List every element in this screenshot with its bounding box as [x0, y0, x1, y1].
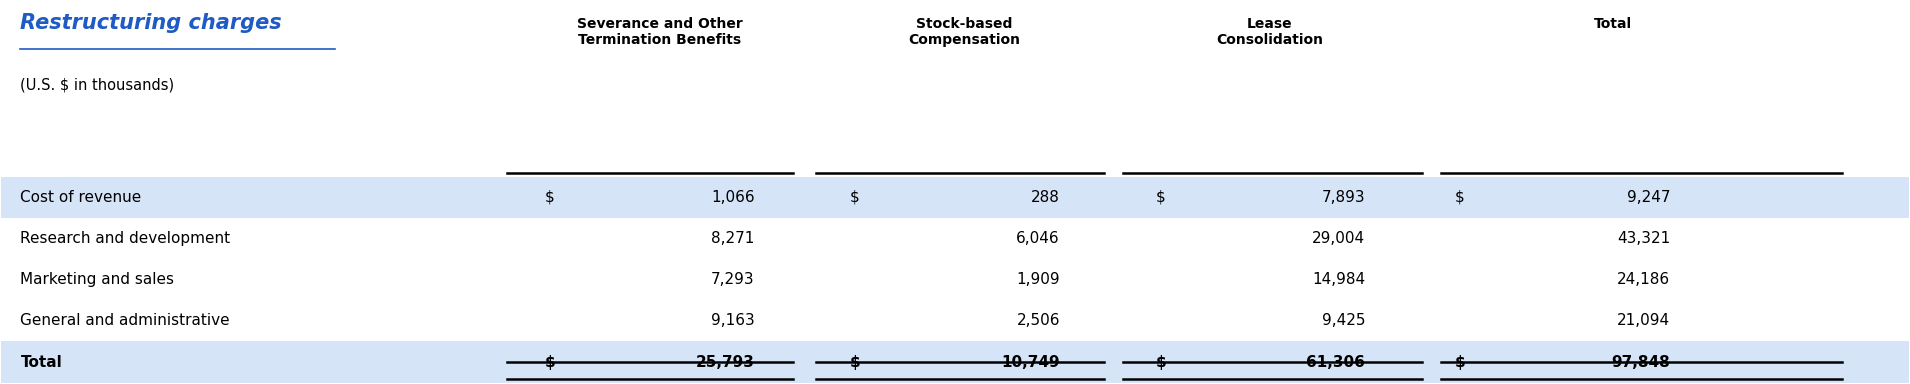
Text: 29,004: 29,004: [1312, 231, 1366, 246]
Text: 1,066: 1,066: [711, 190, 754, 205]
Text: $: $: [1156, 354, 1165, 369]
Text: 6,046: 6,046: [1016, 231, 1060, 246]
Text: 7,893: 7,893: [1322, 190, 1366, 205]
Text: 25,793: 25,793: [695, 354, 754, 369]
Text: 9,425: 9,425: [1322, 313, 1366, 328]
Text: $: $: [1455, 354, 1465, 369]
Text: Lease
Consolidation: Lease Consolidation: [1217, 17, 1324, 47]
Text: Cost of revenue: Cost of revenue: [21, 190, 141, 205]
Text: 24,186: 24,186: [1618, 272, 1669, 287]
Text: 1,909: 1,909: [1016, 272, 1060, 287]
Text: 21,094: 21,094: [1618, 313, 1669, 328]
Text: $: $: [544, 354, 556, 369]
Text: 7,293: 7,293: [711, 272, 754, 287]
Text: 9,163: 9,163: [711, 313, 754, 328]
Text: Severance and Other
Termination Benefits: Severance and Other Termination Benefits: [577, 17, 743, 47]
Text: 8,271: 8,271: [711, 231, 754, 246]
Text: Total: Total: [1595, 17, 1631, 31]
Text: $: $: [1156, 190, 1165, 205]
Text: Total: Total: [21, 354, 63, 369]
Text: 14,984: 14,984: [1312, 272, 1366, 287]
Text: 2,506: 2,506: [1016, 313, 1060, 328]
Text: $: $: [544, 190, 554, 205]
Text: Research and development: Research and development: [21, 231, 231, 246]
Text: Restructuring charges: Restructuring charges: [21, 13, 283, 33]
Text: 9,247: 9,247: [1627, 190, 1669, 205]
Text: $: $: [850, 354, 861, 369]
Text: (U.S. $ in thousands): (U.S. $ in thousands): [21, 78, 174, 93]
Text: Marketing and sales: Marketing and sales: [21, 272, 174, 287]
Text: Stock-based
Compensation: Stock-based Compensation: [909, 17, 1020, 47]
Text: General and administrative: General and administrative: [21, 313, 229, 328]
Text: 10,749: 10,749: [1001, 354, 1060, 369]
FancyBboxPatch shape: [2, 341, 1908, 382]
Text: 43,321: 43,321: [1618, 231, 1669, 246]
Text: 61,306: 61,306: [1306, 354, 1366, 369]
Text: $: $: [850, 190, 860, 205]
Text: 97,848: 97,848: [1612, 354, 1669, 369]
Text: $: $: [1455, 190, 1465, 205]
FancyBboxPatch shape: [2, 177, 1908, 218]
Text: 288: 288: [1031, 190, 1060, 205]
